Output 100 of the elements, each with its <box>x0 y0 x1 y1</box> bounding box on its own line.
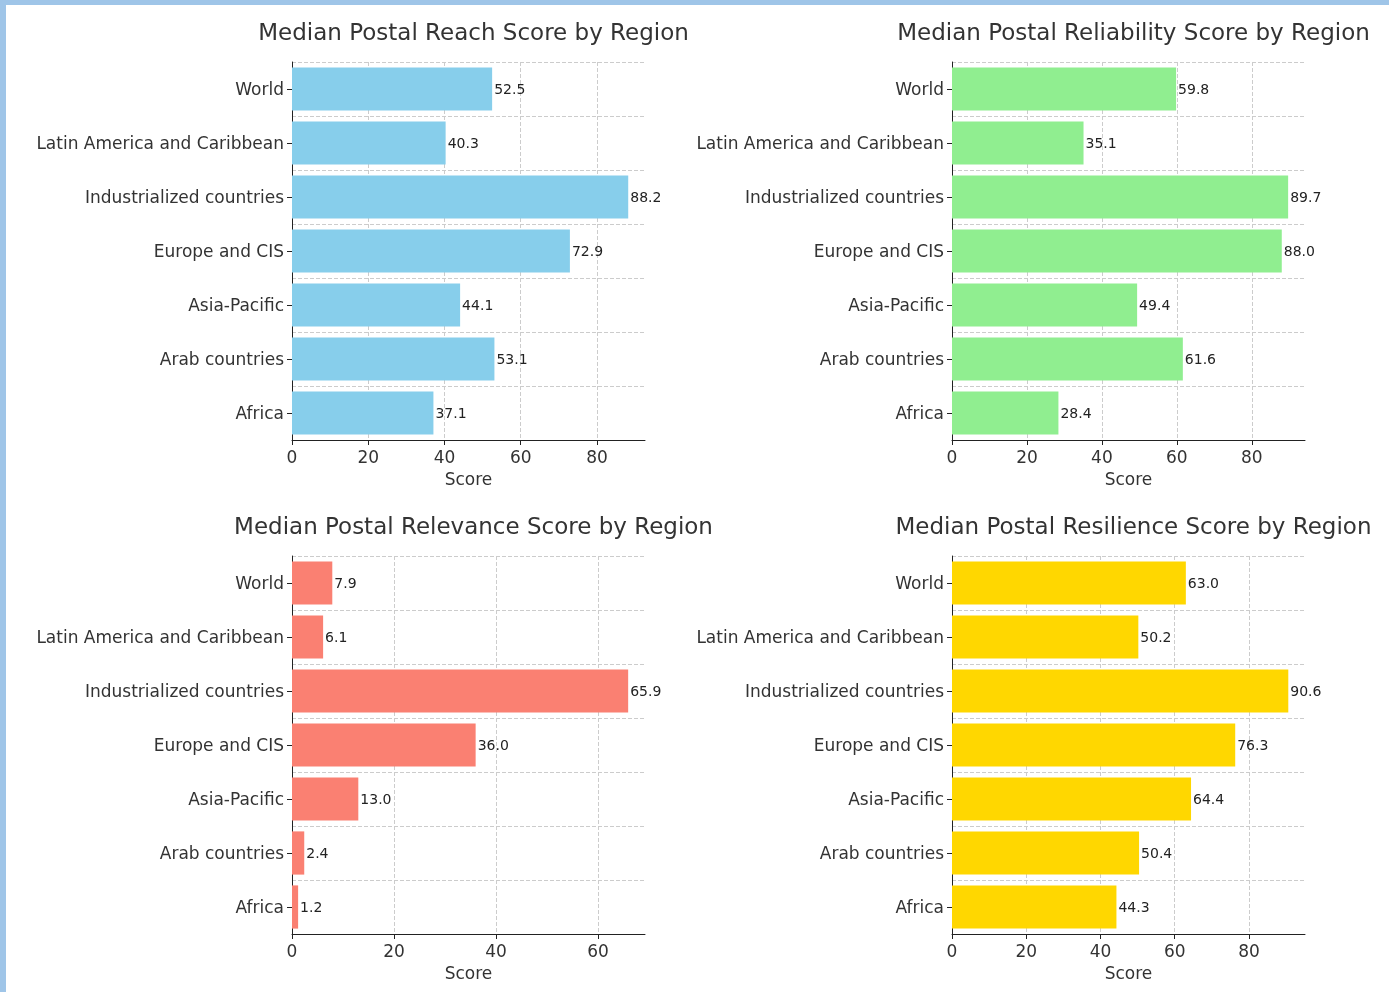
y-tick-label: Asia-Pacific <box>848 789 944 809</box>
bar <box>292 615 324 659</box>
y-tick-label: Latin America and Caribbean <box>36 133 284 153</box>
chart-title: Median Postal Resilience Score by Region <box>895 512 1372 539</box>
data-label: 72.9 <box>571 243 604 259</box>
data-label: 44.1 <box>462 297 494 313</box>
x-axis-title: Score <box>444 468 493 489</box>
bar <box>292 723 476 767</box>
y-tick-label: Africa <box>895 897 944 917</box>
bar <box>952 67 1177 111</box>
y-tick-label: Asia-Pacific <box>848 295 944 315</box>
data-label: 90.6 <box>1290 683 1322 699</box>
bar <box>952 669 1289 713</box>
bar <box>292 831 305 875</box>
bar <box>952 777 1192 821</box>
y-tick-label: Arab countries <box>819 843 945 863</box>
bar <box>292 283 461 327</box>
x-tick-label: 60 <box>587 940 609 961</box>
bar <box>952 337 1183 381</box>
y-tick-label: Europe and CIS <box>813 735 944 755</box>
bar <box>952 885 1117 929</box>
chart-title: Median Postal Reliability Score by Region <box>897 18 1370 45</box>
bar <box>952 561 1186 605</box>
data-label: 1.2 <box>300 899 323 915</box>
x-tick-label: 60 <box>509 446 532 467</box>
x-tick-label: 40 <box>1089 940 1112 961</box>
x-tick-label: 40 <box>433 446 456 467</box>
x-tick-label: 60 <box>1166 446 1188 467</box>
bar <box>292 391 434 435</box>
x-axis-title: Score <box>1104 962 1153 983</box>
y-tick-label: World <box>895 573 944 593</box>
data-label: 63.0 <box>1187 575 1220 591</box>
y-tick-label: Europe and CIS <box>153 241 284 261</box>
data-label: 59.8 <box>1178 81 1210 97</box>
data-label: 44.3 <box>1118 899 1150 915</box>
bar <box>292 561 333 605</box>
data-label: 76.3 <box>1237 737 1269 753</box>
data-label: 88.0 <box>1283 243 1315 259</box>
bar <box>292 885 299 929</box>
y-tick-label: Industrialized countries <box>84 681 285 701</box>
bar <box>952 283 1138 327</box>
y-tick-label: Africa <box>895 403 944 423</box>
y-tick-label: World <box>895 79 944 99</box>
x-tick-label: 0 <box>286 940 298 961</box>
data-label: 64.4 <box>1193 791 1225 807</box>
y-tick-label: Latin America and Caribbean <box>36 627 284 647</box>
data-label: 50.4 <box>1141 845 1173 861</box>
y-tick-label: Industrialized countries <box>744 187 945 207</box>
data-label: 28.4 <box>1060 405 1092 421</box>
x-tick-label: 60 <box>1163 940 1186 961</box>
data-label: 61.6 <box>1184 351 1217 367</box>
x-tick-label: 40 <box>1091 446 1113 467</box>
bar <box>952 175 1289 219</box>
data-label: 40.3 <box>447 135 479 151</box>
chart-title: Median Postal Relevance Score by Region <box>234 512 713 539</box>
x-tick-label: 0 <box>946 940 958 961</box>
x-tick-label: 80 <box>1240 446 1263 467</box>
y-tick-label: Latin America and Caribbean <box>696 627 944 647</box>
data-label: 37.1 <box>435 405 467 421</box>
bar <box>952 615 1139 659</box>
data-label: 50.2 <box>1140 629 1172 645</box>
data-label: 6.1 <box>325 629 348 645</box>
bar <box>952 229 1282 273</box>
bar <box>292 121 446 165</box>
data-label: 2.4 <box>306 845 329 861</box>
y-tick-label: World <box>235 573 284 593</box>
data-label: 36.0 <box>477 737 509 753</box>
x-axis-title: Score <box>444 962 493 983</box>
bar <box>952 391 1059 435</box>
y-tick-label: Asia-Pacific <box>188 295 284 315</box>
x-tick-label: 40 <box>485 940 507 961</box>
x-tick-label: 80 <box>586 446 608 467</box>
x-tick-label: 20 <box>1016 446 1038 467</box>
bar <box>292 337 495 381</box>
bar <box>292 67 493 111</box>
bar <box>952 723 1236 767</box>
y-tick-label: Arab countries <box>159 349 285 369</box>
x-tick-label: 20 <box>1015 940 1038 961</box>
data-label: 35.1 <box>1085 135 1117 151</box>
bar <box>292 229 570 273</box>
y-tick-label: Europe and CIS <box>813 241 944 261</box>
y-tick-label: Latin America and Caribbean <box>696 133 944 153</box>
data-label: 49.4 <box>1139 297 1171 313</box>
x-axis-title: Score <box>1104 468 1153 489</box>
chart-title: Median Postal Reach Score by Region <box>258 18 689 45</box>
data-label: 88.2 <box>630 189 662 205</box>
data-label: 13.0 <box>360 791 392 807</box>
x-tick-label: 0 <box>286 446 298 467</box>
data-label: 52.5 <box>494 81 526 97</box>
x-tick-label: 20 <box>383 940 405 961</box>
y-tick-label: Asia-Pacific <box>188 789 284 809</box>
y-tick-label: World <box>235 79 284 99</box>
data-label: 89.7 <box>1290 189 1322 205</box>
data-label: 7.9 <box>334 575 357 591</box>
x-tick-label: 80 <box>1238 940 1260 961</box>
bar <box>952 831 1140 875</box>
data-label: 65.9 <box>630 683 662 699</box>
bar <box>292 777 359 821</box>
y-tick-label: Africa <box>235 403 284 423</box>
y-tick-label: Africa <box>235 897 284 917</box>
